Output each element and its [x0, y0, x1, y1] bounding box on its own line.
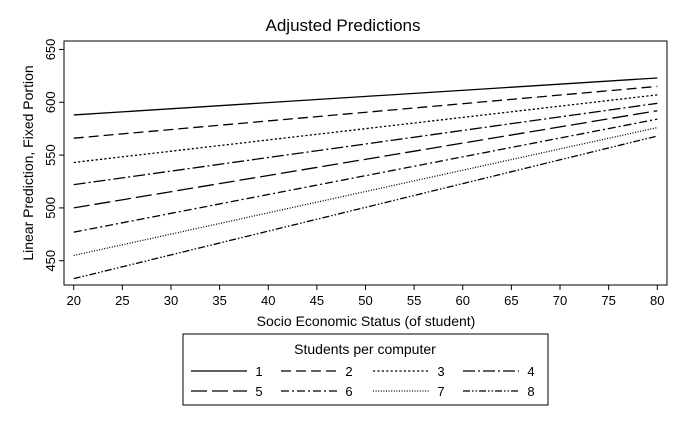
- legend: Students per computer 1 2 3 4 5 6 7 8: [182, 333, 549, 406]
- plot-frame: [63, 40, 668, 286]
- y-tick-label: 600: [43, 91, 58, 113]
- x-tick-label: 45: [310, 293, 324, 308]
- x-axis-label: Socio Economic Status (of student): [257, 313, 476, 329]
- y-tick-label: 550: [43, 144, 58, 166]
- x-tick-label: 35: [212, 293, 226, 308]
- series-line-1: [73, 77, 658, 116]
- legend-title: Students per computer: [294, 341, 436, 357]
- legend-label-1: 1: [255, 364, 262, 379]
- x-tick-label: 25: [115, 293, 129, 308]
- series-line-6: [73, 118, 658, 233]
- x-tick-label: 20: [66, 293, 80, 308]
- x-tick-label: 60: [456, 293, 470, 308]
- series-line-4: [73, 102, 658, 186]
- chart-title: Adjusted Predictions: [266, 16, 421, 35]
- x-axis: 20 25 30 35 40 45 50 55 60 65 70 75 80: [66, 285, 665, 308]
- legend-label-4: 4: [527, 364, 534, 379]
- series-lines: [73, 77, 658, 280]
- x-tick-label: 50: [358, 293, 372, 308]
- y-tick-label: 500: [43, 197, 58, 219]
- legend-label-2: 2: [345, 364, 352, 379]
- y-axis-label: Linear Prediction, Fixed Portion: [20, 65, 36, 260]
- legend-label-8: 8: [527, 384, 534, 399]
- legend-label-3: 3: [437, 364, 444, 379]
- legend-box: [182, 333, 549, 406]
- series-line-5: [73, 110, 658, 209]
- x-tick-label: 40: [261, 293, 275, 308]
- x-tick-label: 70: [553, 293, 567, 308]
- y-tick-label: 650: [43, 39, 58, 61]
- series-line-3: [73, 94, 658, 164]
- x-tick-label: 75: [601, 293, 615, 308]
- series-line-2: [73, 85, 658, 139]
- series-line-8: [73, 135, 658, 280]
- x-tick-label: 30: [164, 293, 178, 308]
- series-line-7: [73, 126, 658, 257]
- y-tick-label: 450: [43, 250, 58, 272]
- legend-label-5: 5: [255, 384, 262, 399]
- legend-label-7: 7: [437, 384, 444, 399]
- x-tick-label: 80: [650, 293, 664, 308]
- y-axis: 450 500 550 600 650: [43, 39, 64, 272]
- x-tick-label: 65: [504, 293, 518, 308]
- legend-items: 1 2 3 4 5 6 7 8: [191, 364, 535, 399]
- legend-label-6: 6: [345, 384, 352, 399]
- x-tick-label: 55: [407, 293, 421, 308]
